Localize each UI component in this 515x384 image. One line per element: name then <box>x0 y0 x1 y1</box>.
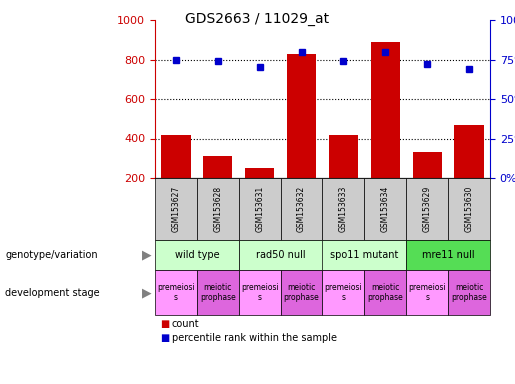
Bar <box>413 152 442 217</box>
Bar <box>371 42 400 217</box>
Text: genotype/variation: genotype/variation <box>5 250 98 260</box>
Text: GSM153634: GSM153634 <box>381 186 390 232</box>
Text: GSM153628: GSM153628 <box>213 186 222 232</box>
Text: wild type: wild type <box>175 250 219 260</box>
Text: rad50 null: rad50 null <box>256 250 305 260</box>
Text: GDS2663 / 11029_at: GDS2663 / 11029_at <box>185 12 330 26</box>
Text: GSM153630: GSM153630 <box>465 186 474 232</box>
Text: spo11 mutant: spo11 mutant <box>330 250 399 260</box>
Text: premeiosi
s: premeiosi s <box>408 283 446 302</box>
Bar <box>161 134 191 217</box>
Text: GSM153631: GSM153631 <box>255 186 264 232</box>
Text: ■: ■ <box>160 319 169 329</box>
Bar <box>203 156 232 217</box>
Text: meiotic
prophase: meiotic prophase <box>367 283 403 302</box>
Bar <box>245 168 274 217</box>
Text: development stage: development stage <box>5 288 100 298</box>
Bar <box>454 125 484 217</box>
Bar <box>287 54 316 217</box>
Text: GSM153633: GSM153633 <box>339 186 348 232</box>
Text: ■: ■ <box>160 333 169 343</box>
Text: meiotic
prophase: meiotic prophase <box>451 283 487 302</box>
Text: ▶: ▶ <box>142 286 152 299</box>
Text: meiotic
prophase: meiotic prophase <box>200 283 236 302</box>
Bar <box>329 134 358 217</box>
Text: GSM153629: GSM153629 <box>423 186 432 232</box>
Text: percentile rank within the sample: percentile rank within the sample <box>172 333 337 343</box>
Text: premeiosi
s: premeiosi s <box>157 283 195 302</box>
Text: ▶: ▶ <box>142 248 152 262</box>
Text: GSM153627: GSM153627 <box>171 186 180 232</box>
Text: premeiosi
s: premeiosi s <box>324 283 363 302</box>
Text: count: count <box>172 319 200 329</box>
Text: mre11 null: mre11 null <box>422 250 474 260</box>
Text: GSM153632: GSM153632 <box>297 186 306 232</box>
Text: premeiosi
s: premeiosi s <box>241 283 279 302</box>
Text: meiotic
prophase: meiotic prophase <box>284 283 319 302</box>
